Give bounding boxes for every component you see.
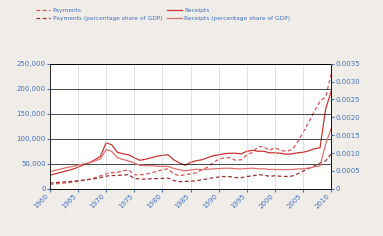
- Legend: Payments, Payments (percentage share of GDP), Receipts, Receipts (percentage sha: Payments, Payments (percentage share of …: [34, 5, 293, 23]
